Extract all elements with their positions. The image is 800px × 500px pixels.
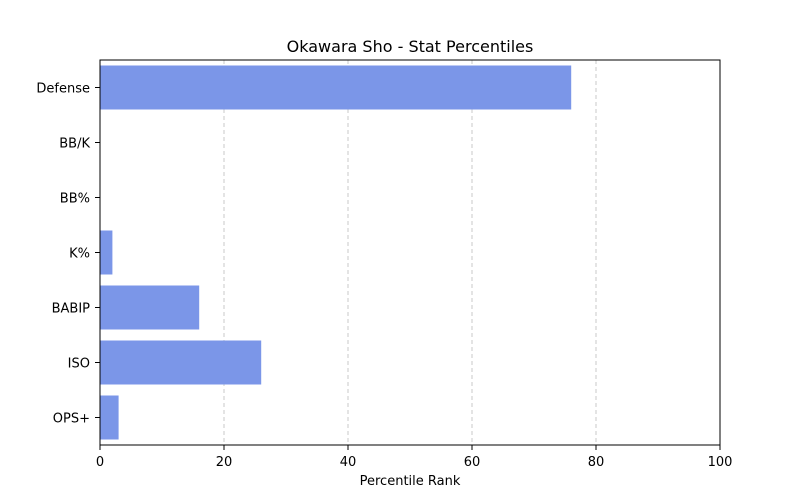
- grid-layer: [223, 60, 597, 445]
- x-axis-label: Percentile Rank: [360, 474, 461, 489]
- x-tick-label: 100: [708, 455, 733, 470]
- bar-ops-: [100, 395, 119, 440]
- y-tick-label: BB%: [60, 192, 90, 207]
- bar-layer: [100, 65, 572, 440]
- y-tick-label: BABIP: [52, 302, 91, 317]
- y-tick-label: ISO: [68, 357, 90, 372]
- tick-layer: 0 20 40 60 80 100 Defense BB/K BB% K% BABIP ISO OPS+: [36, 82, 732, 471]
- bar-defense: [100, 65, 572, 110]
- x-tick-label: 80: [588, 455, 605, 470]
- bar-iso: [100, 340, 262, 385]
- plot-frame: [99, 59, 721, 446]
- y-tick-label: OPS+: [53, 412, 90, 427]
- y-tick-label: BB/K: [59, 137, 90, 152]
- x-tick-label: 40: [340, 455, 357, 470]
- bar-k-: [100, 230, 113, 275]
- bar-babip: [100, 285, 200, 330]
- chart-title: Okawara Sho - Stat Percentiles: [287, 37, 534, 56]
- y-tick-label: Defense: [36, 82, 90, 97]
- x-tick-label: 20: [216, 455, 233, 470]
- x-tick-label: 60: [464, 455, 481, 470]
- x-tick-label: 0: [96, 455, 104, 470]
- y-tick-label: K%: [69, 247, 90, 262]
